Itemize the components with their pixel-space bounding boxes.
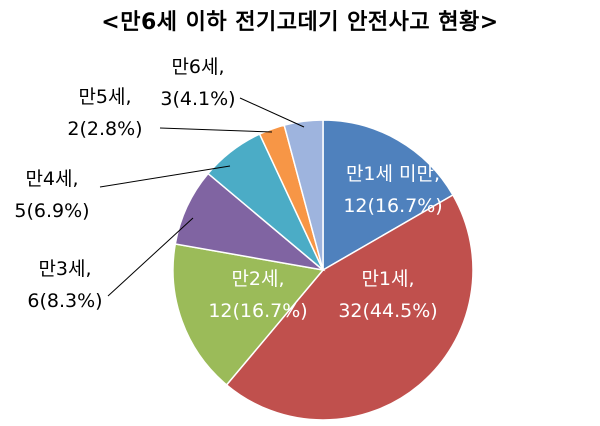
slice-label-value-6: 3(4.1%) — [160, 88, 235, 110]
slice-label-category-5: 만5세, — [78, 86, 131, 108]
slice-label-category-6: 만6세, — [171, 56, 224, 78]
slice-label-value-3: 6(8.3%) — [27, 290, 102, 312]
slice-label-value-2: 12(16.7%) — [208, 300, 307, 322]
slice-label-category-0: 만1세 미만, — [346, 163, 440, 185]
pie-slice-2 — [172, 243, 325, 386]
leader-line-5 — [159, 127, 273, 133]
slice-label-value-1: 32(44.5%) — [338, 300, 437, 322]
slice-labels: 만1세 미만, 12(16.7%) 만1세, 32(44.5%) 만2세, 12(16.7… — [14, 56, 442, 322]
slice-label-category-1: 만1세, — [361, 268, 414, 290]
slice-label-value-0: 12(16.7%) — [343, 195, 442, 217]
slice-label-category-4: 만4세, — [25, 168, 78, 190]
pie-slice-1 — [225, 193, 474, 421]
slice-label-category-3: 만3세, — [38, 258, 91, 280]
pie-slices — [172, 119, 474, 421]
slice-label-value-4: 5(6.9%) — [14, 200, 89, 222]
slice-label-value-5: 2(2.8%) — [67, 118, 142, 140]
chart-title: <만6세 이하 전기고데기 안전사고 현황> — [101, 10, 499, 35]
pie-slice-0 — [322, 119, 454, 272]
slice-label-category-2: 만2세, — [231, 268, 284, 290]
pie-slice-6 — [283, 119, 324, 271]
leader-line-6 — [239, 97, 305, 128]
leader-line-3 — [107, 217, 194, 297]
leader-line-4 — [99, 165, 231, 188]
